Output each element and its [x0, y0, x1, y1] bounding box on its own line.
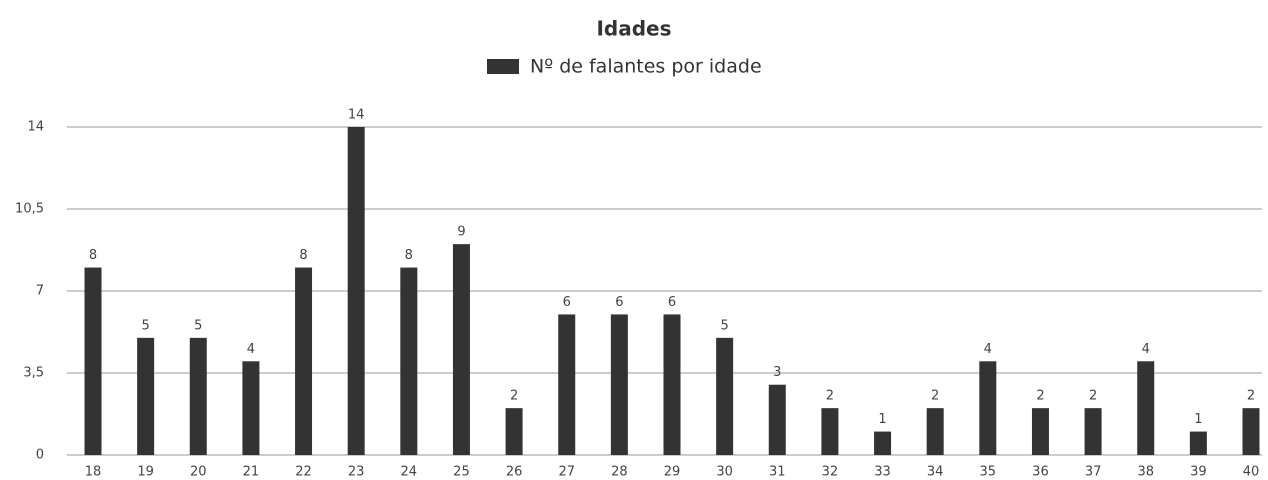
y-tick-label: 14 — [27, 120, 44, 135]
value-label: 4 — [247, 342, 255, 357]
legend-swatch — [487, 59, 519, 74]
x-tick-label: 27 — [558, 465, 575, 480]
value-label: 4 — [984, 342, 992, 357]
bar — [1084, 408, 1102, 455]
x-tick-label: 19 — [137, 465, 154, 480]
bar — [1189, 431, 1207, 455]
bar — [926, 408, 944, 455]
bar — [295, 267, 313, 455]
value-label: 8 — [405, 248, 413, 263]
value-label: 2 — [1247, 389, 1255, 404]
bar — [716, 337, 734, 455]
y-tick-label: 10,5 — [15, 202, 44, 217]
value-label: 3 — [773, 365, 781, 380]
bar — [347, 127, 365, 455]
x-tick-label: 25 — [453, 465, 470, 480]
x-tick-label: 21 — [243, 465, 260, 480]
bar — [610, 314, 628, 455]
x-tick-label: 34 — [927, 465, 944, 480]
x-tick-label: 29 — [664, 465, 681, 480]
value-label: 6 — [563, 295, 571, 310]
x-tick-label: 20 — [190, 465, 207, 480]
legend-label: Nº de falantes por idade — [530, 56, 762, 78]
x-tick-label: 26 — [506, 465, 523, 480]
value-label: 6 — [668, 295, 676, 310]
bar — [768, 384, 786, 455]
x-tick-label: 18 — [85, 465, 102, 480]
value-label: 1 — [878, 412, 886, 427]
bar — [821, 408, 839, 455]
bar — [663, 314, 681, 455]
value-label: 8 — [299, 248, 307, 263]
x-tick-label: 37 — [1085, 465, 1102, 480]
value-label: 2 — [826, 389, 834, 404]
value-label: 8 — [89, 248, 97, 263]
value-label: 5 — [720, 318, 728, 333]
bar — [400, 267, 418, 455]
y-tick-label: 3,5 — [23, 366, 44, 381]
x-tick-label: 40 — [1243, 465, 1260, 480]
bar — [505, 408, 523, 455]
value-label: 5 — [141, 318, 149, 333]
x-tick-label: 38 — [1137, 465, 1154, 480]
x-tick-label: 32 — [822, 465, 839, 480]
bar — [452, 244, 470, 455]
value-label: 9 — [457, 225, 465, 240]
bar — [874, 431, 892, 455]
value-label: 6 — [615, 295, 623, 310]
bar — [1031, 408, 1049, 455]
value-label: 1 — [1194, 412, 1202, 427]
x-tick-label: 35 — [980, 465, 997, 480]
y-tick-label: 0 — [36, 448, 44, 463]
bar — [137, 337, 155, 455]
value-label: 2 — [931, 389, 939, 404]
bar — [979, 361, 997, 455]
y-tick-label: 7 — [36, 284, 44, 299]
x-tick-label: 36 — [1032, 465, 1049, 480]
x-tick-label: 39 — [1190, 465, 1207, 480]
bar — [84, 267, 102, 455]
bar — [1137, 361, 1155, 455]
bar — [1242, 408, 1260, 455]
bar — [558, 314, 576, 455]
value-label: 5 — [194, 318, 202, 333]
x-tick-label: 33 — [874, 465, 891, 480]
x-tick-label: 31 — [769, 465, 786, 480]
bar — [242, 361, 260, 455]
value-label: 2 — [510, 389, 518, 404]
x-tick-label: 30 — [716, 465, 733, 480]
value-label: 2 — [1089, 389, 1097, 404]
value-label: 2 — [1036, 389, 1044, 404]
chart-title: Idades — [596, 17, 671, 41]
value-label: 14 — [348, 108, 365, 123]
x-tick-label: 23 — [348, 465, 365, 480]
value-label: 4 — [1142, 342, 1150, 357]
x-tick-label: 22 — [295, 465, 312, 480]
x-tick-label: 28 — [611, 465, 628, 480]
x-tick-label: 24 — [401, 465, 418, 480]
bar — [189, 337, 207, 455]
